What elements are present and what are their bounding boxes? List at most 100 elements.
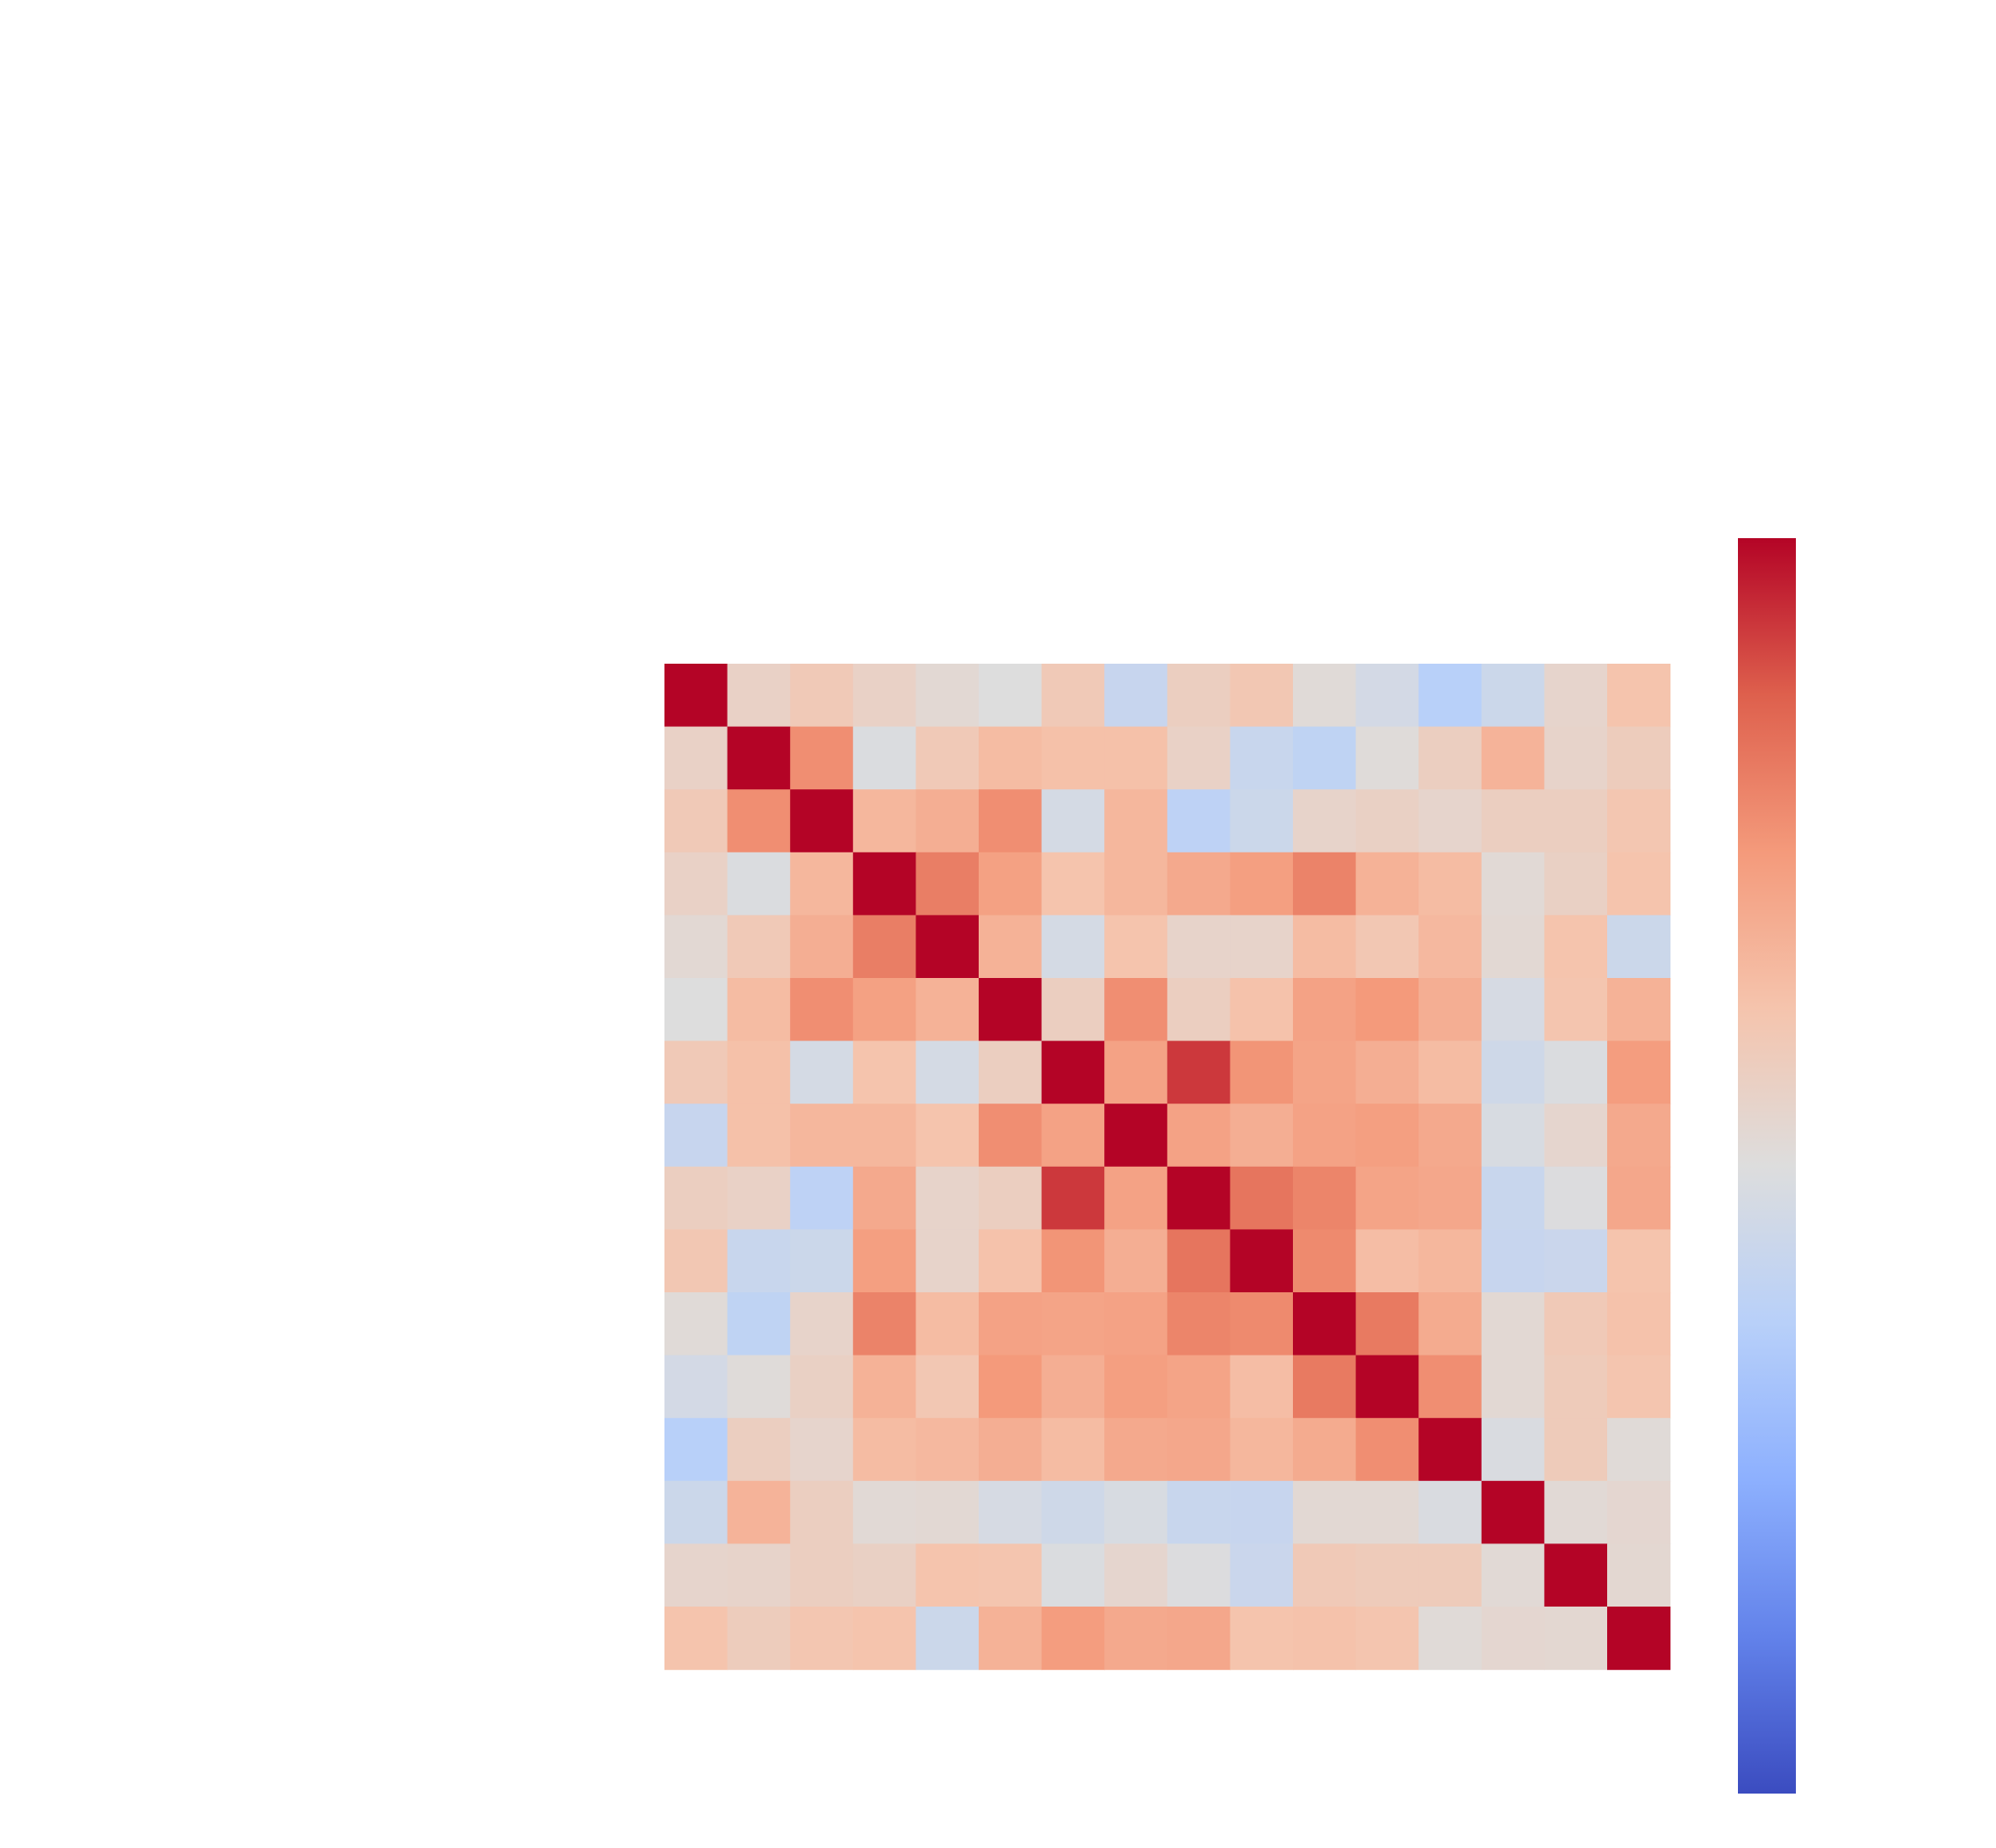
heatmap-cell [915,1607,980,1671]
heatmap-cell [1355,1040,1419,1104]
heatmap-cell [1230,1104,1294,1168]
heatmap-cell [727,978,791,1042]
heatmap-cell [915,852,980,916]
heatmap-cell [1544,852,1608,916]
heatmap-cell [1418,1166,1483,1230]
heatmap-cell [1481,1104,1545,1168]
heatmap-cell [664,978,729,1042]
heatmap-grid [664,664,1671,1671]
heatmap-cell [1230,1418,1294,1482]
heatmap-cell [664,1229,729,1293]
heatmap-cell [1230,1543,1294,1607]
heatmap-cell [1355,1229,1419,1293]
heatmap-cell [664,664,729,728]
heatmap-cell [1607,1355,1671,1419]
heatmap-cell [1607,852,1671,916]
heatmap-cell [1230,1229,1294,1293]
heatmap-cell [727,1292,791,1356]
heatmap-cell [1355,915,1419,979]
heatmap-cell [1104,1418,1168,1482]
heatmap-cell [852,1166,916,1230]
heatmap-cell [915,1166,980,1230]
heatmap-cell [727,664,791,728]
heatmap-cell [1418,978,1483,1042]
heatmap-cell [1607,978,1671,1042]
heatmap-cell [1544,664,1608,728]
heatmap-cell [1230,1166,1294,1230]
heatmap-cell [790,915,854,979]
heatmap-cell [1104,1543,1168,1607]
heatmap-cell [915,664,980,728]
heatmap-cell [1544,1166,1608,1230]
heatmap-cell [790,1607,854,1671]
heatmap-cell [727,915,791,979]
heatmap-cell [790,664,854,728]
heatmap-cell [979,1543,1043,1607]
heatmap-cell [852,1040,916,1104]
heatmap-cell [1104,1229,1168,1293]
heatmap-cell [790,1543,854,1607]
heatmap-cell [1104,1166,1168,1230]
heatmap-cell [1293,1104,1357,1168]
heatmap-cell [1418,726,1483,790]
heatmap-cell [1607,1104,1671,1168]
heatmap-cell [1293,664,1357,728]
heatmap-cell [790,1292,854,1356]
heatmap-cell [979,1480,1043,1544]
heatmap-cell [664,789,729,853]
heatmap-cell [1104,1480,1168,1544]
heatmap-cell [915,1480,980,1544]
heatmap-cell [727,1040,791,1104]
heatmap-cell [1481,1166,1545,1230]
heatmap-cell [1355,1166,1419,1230]
heatmap-cell [664,1480,729,1544]
heatmap-cell [1167,1166,1231,1230]
heatmap-cell [1418,664,1483,728]
heatmap-cell [1481,915,1545,979]
heatmap-cell [1104,1607,1168,1671]
heatmap-cell [1607,1480,1671,1544]
heatmap-cell [1167,1229,1231,1293]
heatmap-cell [979,852,1043,916]
heatmap-cell [1481,1543,1545,1607]
heatmap-cell [1041,1292,1105,1356]
colorbar [1738,538,1796,1794]
heatmap-cell [1355,664,1419,728]
heatmap-cell [1481,726,1545,790]
heatmap-cell [979,1355,1043,1419]
heatmap-cell [979,1166,1043,1230]
heatmap-cell [1481,978,1545,1042]
heatmap-cell [1167,1418,1231,1482]
heatmap-cell [1041,852,1105,916]
heatmap-cell [727,1543,791,1607]
heatmap-cell [1041,1543,1105,1607]
heatmap-cell [727,1607,791,1671]
heatmap-cell [1481,1355,1545,1419]
heatmap-cell [1041,664,1105,728]
heatmap-cell [1544,789,1608,853]
heatmap-cell [1230,1480,1294,1544]
heatmap-cell [1104,726,1168,790]
heatmap-cell [1544,1418,1608,1482]
heatmap-cell [1418,1229,1483,1293]
heatmap-cell [1544,978,1608,1042]
heatmap-cell [1607,1229,1671,1293]
heatmap-cell [790,726,854,790]
heatmap-cell [1544,1607,1608,1671]
heatmap-cell [979,1104,1043,1168]
heatmap-cell [1293,852,1357,916]
heatmap-cell [1355,789,1419,853]
heatmap-cell [1481,664,1545,728]
heatmap-cell [1355,1607,1419,1671]
heatmap-cell [664,915,729,979]
heatmap-cell [852,1229,916,1293]
heatmap-cell [664,1292,729,1356]
heatmap-cell [915,978,980,1042]
heatmap-cell [1607,664,1671,728]
heatmap-cell [1355,1418,1419,1482]
heatmap-cell [852,1104,916,1168]
heatmap-cell [1041,726,1105,790]
heatmap-cell [1481,1418,1545,1482]
heatmap-cell [979,915,1043,979]
